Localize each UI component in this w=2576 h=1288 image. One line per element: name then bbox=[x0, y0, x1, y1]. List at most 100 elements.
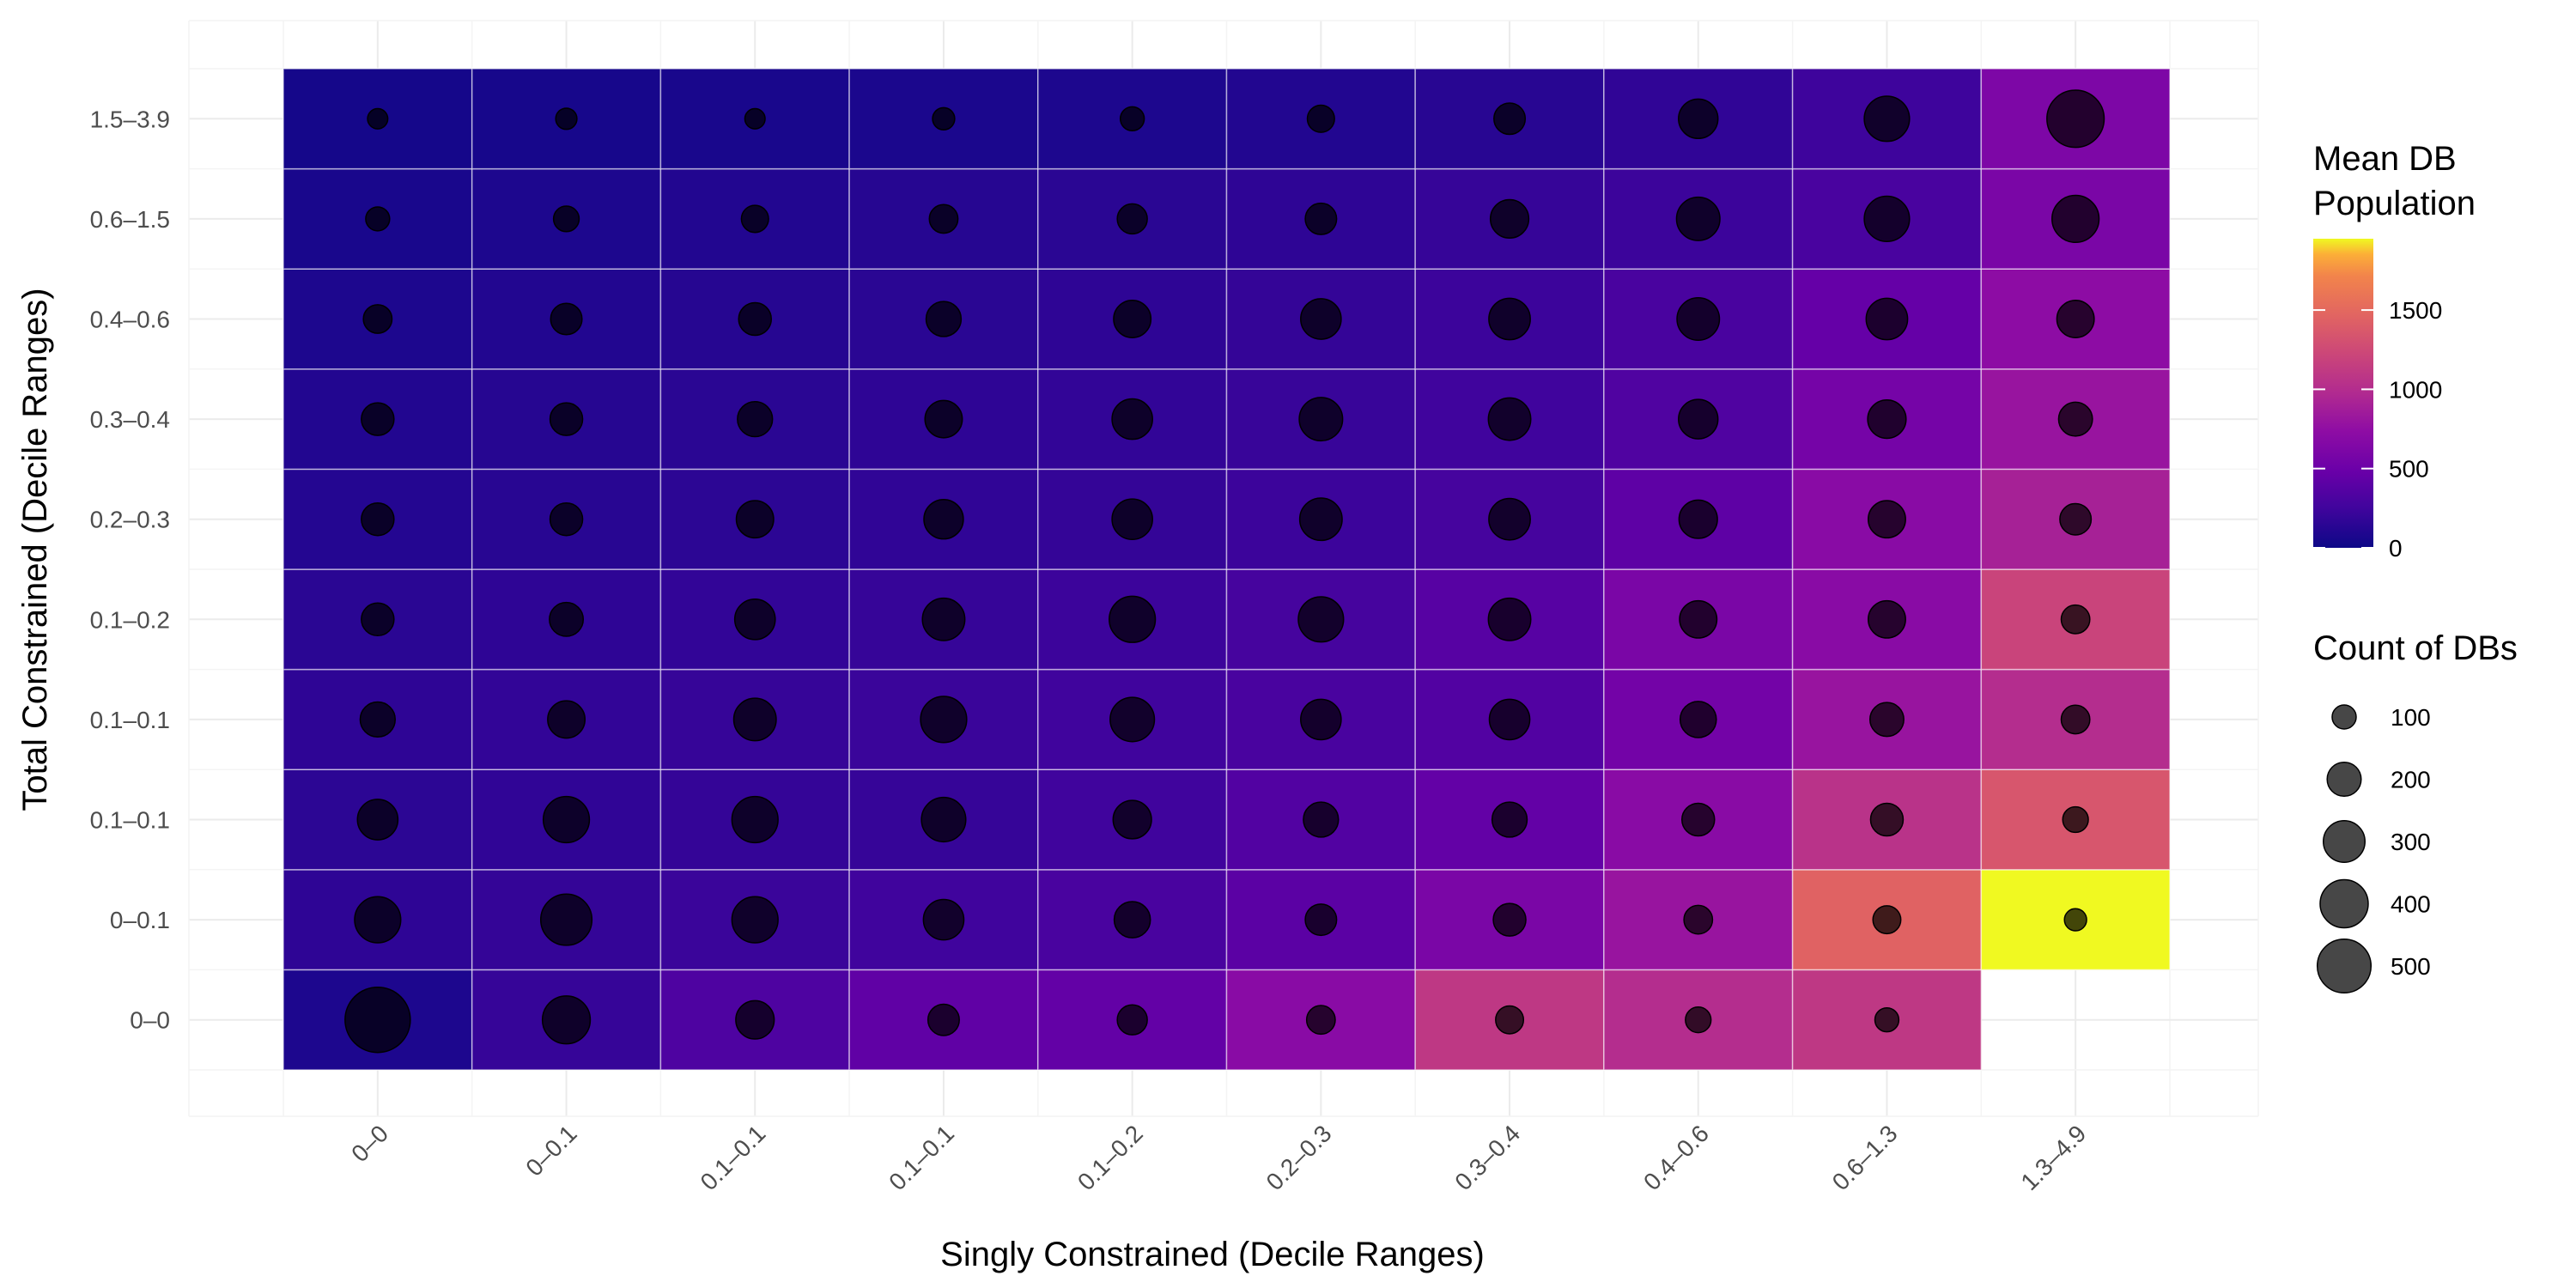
count-bubble bbox=[1685, 1006, 1712, 1034]
count-bubble bbox=[1675, 196, 1721, 241]
y-tick-label: 0.1–0.1 bbox=[90, 707, 170, 733]
x-tick-label: 0.2–0.3 bbox=[1261, 1120, 1337, 1195]
heatmap-tile bbox=[1037, 68, 1228, 170]
count-bubble bbox=[1111, 398, 1153, 440]
count-bubble bbox=[1300, 698, 1342, 741]
count-bubble bbox=[1111, 498, 1153, 541]
count-bubble bbox=[365, 206, 391, 232]
count-bubble bbox=[1304, 202, 1338, 235]
heatmap-tiles bbox=[283, 68, 2171, 1071]
size-legend-label: 400 bbox=[2391, 891, 2431, 918]
count-bubble bbox=[1874, 1007, 1900, 1033]
count-bubble bbox=[354, 896, 402, 944]
count-bubble bbox=[1867, 599, 1906, 639]
count-bubble bbox=[1488, 497, 1531, 541]
count-bubble bbox=[1678, 98, 1719, 140]
count-bubble bbox=[1303, 801, 1340, 838]
count-bubble bbox=[2060, 604, 2091, 635]
count-bubble bbox=[550, 302, 583, 336]
heatmap-tile bbox=[1603, 268, 1794, 370]
y-tick-label: 0–0 bbox=[130, 1007, 170, 1034]
y-tick-label: 0.4–0.6 bbox=[90, 307, 170, 333]
count-bubble bbox=[549, 501, 584, 537]
count-bubble bbox=[344, 986, 411, 1054]
count-bubble bbox=[1109, 595, 1157, 643]
count-bubble bbox=[735, 500, 775, 539]
count-bubble bbox=[1297, 596, 1345, 643]
x-tick-label: 1.3–4.9 bbox=[2015, 1120, 2091, 1195]
count-bubble bbox=[2051, 194, 2100, 244]
count-bubble bbox=[2056, 300, 2095, 338]
count-bubbles bbox=[344, 89, 2105, 1054]
colorbar-tick-label: 1000 bbox=[2389, 376, 2442, 403]
count-bubble bbox=[1867, 398, 1907, 440]
count-bubble bbox=[920, 796, 967, 843]
count-bubble bbox=[1298, 397, 1344, 442]
size-legend-label: 300 bbox=[2391, 829, 2431, 855]
size-legend-key bbox=[2316, 938, 2372, 994]
count-bubble bbox=[2059, 502, 2093, 536]
y-axis-title: Total Constrained (Decile Ranges) bbox=[16, 288, 54, 811]
count-bubble bbox=[547, 700, 586, 739]
count-bubble bbox=[1491, 801, 1528, 838]
count-bubble bbox=[2062, 805, 2089, 834]
count-bubble bbox=[735, 999, 775, 1040]
x-tick-label: 0–0.1 bbox=[520, 1120, 581, 1181]
count-bubble bbox=[1872, 905, 1902, 935]
count-bubble bbox=[2046, 89, 2105, 149]
count-bubble bbox=[1683, 904, 1714, 935]
count-bubble bbox=[737, 400, 774, 438]
count-bubble bbox=[1869, 802, 1905, 837]
y-tick-label: 0.1–0.2 bbox=[90, 606, 170, 633]
count-bubble bbox=[920, 696, 968, 744]
fill-legend-ticks: 0 500 1000 1500 bbox=[2313, 297, 2442, 562]
count-bubble bbox=[1112, 799, 1152, 840]
count-bubble bbox=[361, 602, 395, 637]
count-bubble bbox=[1678, 398, 1719, 440]
count-bubble bbox=[2063, 908, 2087, 932]
count-bubble bbox=[1298, 497, 1343, 542]
count-bubble bbox=[1867, 500, 1906, 539]
count-bubble bbox=[2057, 401, 2093, 437]
size-legend-key bbox=[2331, 704, 2357, 730]
count-bubble bbox=[1306, 104, 1335, 133]
count-bubble bbox=[362, 304, 393, 334]
size-legend-label: 200 bbox=[2391, 767, 2431, 793]
y-axis-ticks: 0–0 0–0.1 0.1–0.1 0.1–0.1 0.1–0.2 0.2–0.3 0.3–… bbox=[90, 106, 170, 1033]
colorbar-tick-label: 1500 bbox=[2389, 297, 2442, 324]
x-axis-title: Singly Constrained (Decile Ranges) bbox=[940, 1236, 1485, 1273]
x-tick-label: 0.1–0.2 bbox=[1072, 1120, 1148, 1195]
count-bubble bbox=[921, 597, 966, 641]
count-bubble bbox=[732, 697, 777, 742]
y-tick-label: 0.3–0.4 bbox=[90, 406, 170, 433]
count-bubble bbox=[928, 204, 959, 234]
y-tick-label: 0–0.1 bbox=[110, 907, 170, 933]
count-bubble bbox=[1863, 95, 1911, 143]
count-bubble bbox=[731, 795, 779, 844]
x-axis-ticks: 0–0 0–0.1 0.1–0.1 0.1–0.1 0.1–0.2 0.2–0.3 0.3–… bbox=[346, 1120, 2091, 1195]
count-bubble bbox=[1300, 298, 1342, 340]
heatmap-tile bbox=[1037, 268, 1228, 370]
count-bubble bbox=[740, 204, 769, 234]
count-bubble bbox=[539, 893, 593, 946]
count-bubble bbox=[2060, 704, 2091, 735]
count-bubble bbox=[1487, 397, 1532, 441]
x-tick-label: 0.3–0.4 bbox=[1449, 1120, 1525, 1195]
heatmap-tile bbox=[1414, 468, 1605, 570]
count-bubble bbox=[367, 107, 389, 130]
count-bubble bbox=[552, 205, 580, 233]
count-bubble bbox=[1119, 106, 1145, 131]
count-bubble bbox=[922, 898, 965, 941]
size-legend-key bbox=[2319, 878, 2369, 929]
count-bubble bbox=[1487, 597, 1532, 641]
count-bubble bbox=[359, 701, 397, 738]
y-tick-label: 1.5–3.9 bbox=[90, 106, 170, 132]
x-tick-label: 0.1–0.1 bbox=[884, 1120, 959, 1195]
count-bubble bbox=[1495, 1005, 1525, 1035]
count-bubble bbox=[1678, 499, 1718, 539]
x-tick-label: 0.4–0.6 bbox=[1638, 1120, 1714, 1195]
fill-legend-title-line-2: Population bbox=[2313, 185, 2476, 222]
count-bubble bbox=[361, 402, 395, 436]
y-tick-label: 0.6–1.5 bbox=[90, 206, 170, 233]
